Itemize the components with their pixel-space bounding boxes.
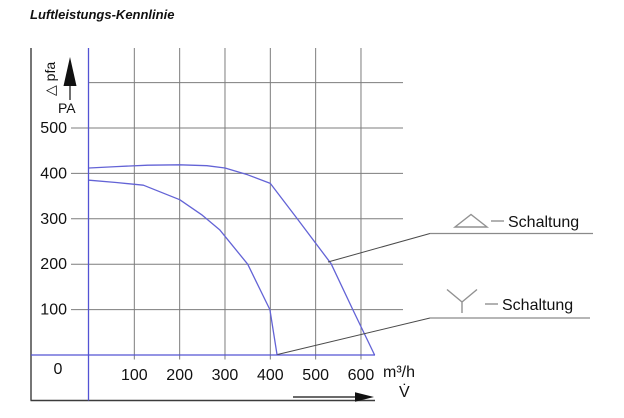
chart-title: Luftleistungs-Kennlinie: [30, 7, 174, 22]
x-axis-unit-label: m³/h: [383, 364, 415, 381]
y-tick-label: 400: [40, 165, 67, 182]
x-tick-label: 300: [212, 367, 239, 384]
y-tick-label: 100: [40, 302, 67, 319]
x-tick-label: 500: [302, 367, 329, 384]
y-tick-labels: 0 100 200 300 400 500: [40, 120, 67, 378]
curves-group: [88, 164, 376, 356]
x-axis-flow-symbol: V̇: [399, 383, 410, 401]
legend-star-label: Schaltung: [502, 297, 573, 314]
x-tick-label: 100: [121, 367, 148, 384]
y-tick-label: 500: [40, 120, 67, 137]
legend-star: Schaltung: [277, 288, 590, 355]
x-tick-label: 400: [257, 367, 284, 384]
x-tick-labels: 100 200 300 400 500 600: [121, 367, 374, 384]
delta-leader-line: [327, 233, 431, 263]
star-leader-line: [277, 317, 431, 355]
y-axis-arrow-icon: [63, 57, 77, 100]
x-axis-arrow-icon: [293, 392, 374, 402]
horizontal-gridlines: [71, 82, 403, 311]
y-axis-unit-label: PA: [58, 100, 76, 116]
x-tick-label: 200: [166, 367, 193, 384]
x-tick-label: 600: [348, 367, 375, 384]
y-tick-label: 200: [40, 256, 67, 273]
delta-icon: [452, 213, 490, 228]
legend-delta: Schaltung: [327, 213, 593, 263]
y-tick-label: 300: [40, 211, 67, 228]
curve-delta: [88, 164, 376, 356]
vertical-gridlines: [133, 48, 362, 360]
y-tick-label: 0: [54, 361, 63, 378]
y-axis-quantity-label: △ pfa: [42, 62, 58, 96]
star-icon: [446, 288, 478, 313]
curve-star: [88, 179, 278, 356]
legend-delta-label: Schaltung: [508, 214, 579, 231]
